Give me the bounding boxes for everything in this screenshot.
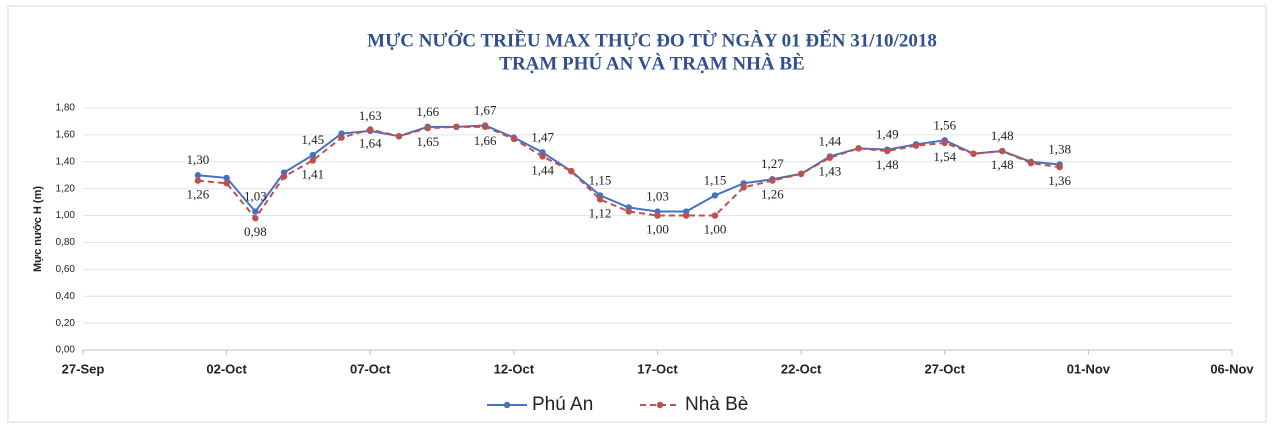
point (970, 150, 977, 157)
point (223, 174, 230, 182)
data-label: 1,56 (933, 117, 956, 132)
point (941, 139, 948, 147)
data-label: 1,03 (646, 189, 669, 204)
data-label: 1,48 (876, 157, 899, 172)
data-label: 1,43 (818, 164, 841, 179)
x-tick-label: 06-Nov (1210, 361, 1254, 376)
point (252, 215, 259, 222)
chart-title: MỰC NƯỚC TRIỀU MAX THỰC ĐO TỪ NGÀY 01 ĐẾ… (367, 29, 937, 51)
data-label: 1,15 (704, 172, 727, 187)
data-label: 1,48 (991, 128, 1014, 143)
data-label: 1,27 (761, 156, 784, 171)
point (711, 212, 719, 219)
point (338, 134, 345, 141)
y-tick-label: 0,40 (56, 291, 76, 302)
point (510, 135, 518, 143)
data-label: 1,54 (933, 149, 956, 164)
data-label: 1,45 (301, 132, 324, 147)
chart-subtitle: TRẠM PHÚ AN VÀ TRẠM NHÀ BÈ (499, 52, 804, 74)
data-label: 1,66 (474, 133, 497, 148)
data-label: 1,30 (187, 152, 210, 167)
point (367, 126, 374, 133)
point (654, 212, 661, 219)
point (884, 147, 891, 155)
data-label: 1,44 (818, 133, 841, 148)
x-tick-label: 07-Oct (350, 361, 391, 376)
y-axis-title: Mực nước H (m) (32, 186, 44, 272)
point (999, 147, 1006, 155)
data-label: 1,12 (589, 205, 612, 220)
point (252, 208, 259, 215)
point (826, 154, 834, 161)
data-label: 1,65 (416, 134, 439, 149)
point (625, 208, 632, 215)
point (395, 133, 403, 140)
point (711, 192, 719, 199)
point (769, 177, 776, 184)
point (424, 124, 431, 132)
x-tick-label: 17-Oct (637, 361, 678, 376)
x-tick-label: 12-Oct (494, 361, 535, 376)
point (539, 153, 546, 160)
data-label: 1,47 (531, 129, 554, 144)
y-tick-label: 1,60 (56, 130, 76, 141)
data-label: 1,38 (1048, 141, 1071, 156)
point (1027, 159, 1035, 167)
legend-label: Nhà Bè (685, 394, 748, 415)
point (194, 172, 202, 179)
data-label: 1,03 (244, 189, 267, 204)
data-label: 1,66 (416, 104, 439, 119)
x-tick-label: 01-Nov (1067, 361, 1111, 376)
data-label: 1,26 (761, 187, 784, 202)
x-tick-label: 27-Oct (925, 361, 966, 376)
y-tick-label: 0,00 (56, 345, 76, 356)
point (797, 170, 805, 178)
point (481, 123, 489, 131)
y-tick-label: 0,80 (56, 237, 76, 248)
data-label: 1,15 (589, 172, 612, 187)
data-label: 1,49 (876, 127, 899, 142)
point (740, 184, 747, 191)
point (855, 145, 862, 152)
legend-marker (503, 401, 511, 409)
point (568, 167, 575, 175)
data-label: 1,00 (646, 222, 669, 237)
y-tick-label: 1,20 (56, 183, 76, 194)
chart-frame (7, 5, 1267, 423)
point (309, 157, 316, 164)
data-label: 1,63 (359, 108, 382, 123)
y-tick-label: 0,60 (56, 264, 76, 275)
x-tick-label: 22-Oct (781, 361, 822, 376)
data-label: 1,41 (301, 166, 324, 181)
y-tick-label: 0,20 (56, 318, 76, 329)
point (1056, 163, 1063, 171)
x-tick-label: 02-Oct (206, 361, 247, 376)
legend-marker (656, 401, 664, 409)
data-label: 1,26 (187, 187, 210, 202)
point (683, 212, 690, 219)
data-label: 0,98 (244, 224, 267, 239)
y-tick-label: 1,40 (56, 156, 76, 167)
point (223, 180, 230, 187)
point (453, 123, 460, 131)
data-label: 1,44 (531, 162, 554, 177)
legend-label: Phú An (532, 394, 593, 415)
point (596, 196, 604, 203)
point (309, 151, 316, 159)
data-label: 1,64 (359, 135, 382, 150)
data-label: 1,67 (474, 102, 497, 117)
point (280, 173, 288, 180)
point (194, 177, 202, 184)
x-tick-label: 27-Sep (62, 361, 105, 376)
y-tick-label: 1,00 (56, 210, 76, 221)
data-label: 1,36 (1048, 173, 1071, 188)
data-label: 1,48 (991, 157, 1014, 172)
y-tick-label: 1,80 (56, 103, 76, 114)
data-label: 1,00 (704, 222, 727, 237)
point (912, 142, 920, 149)
